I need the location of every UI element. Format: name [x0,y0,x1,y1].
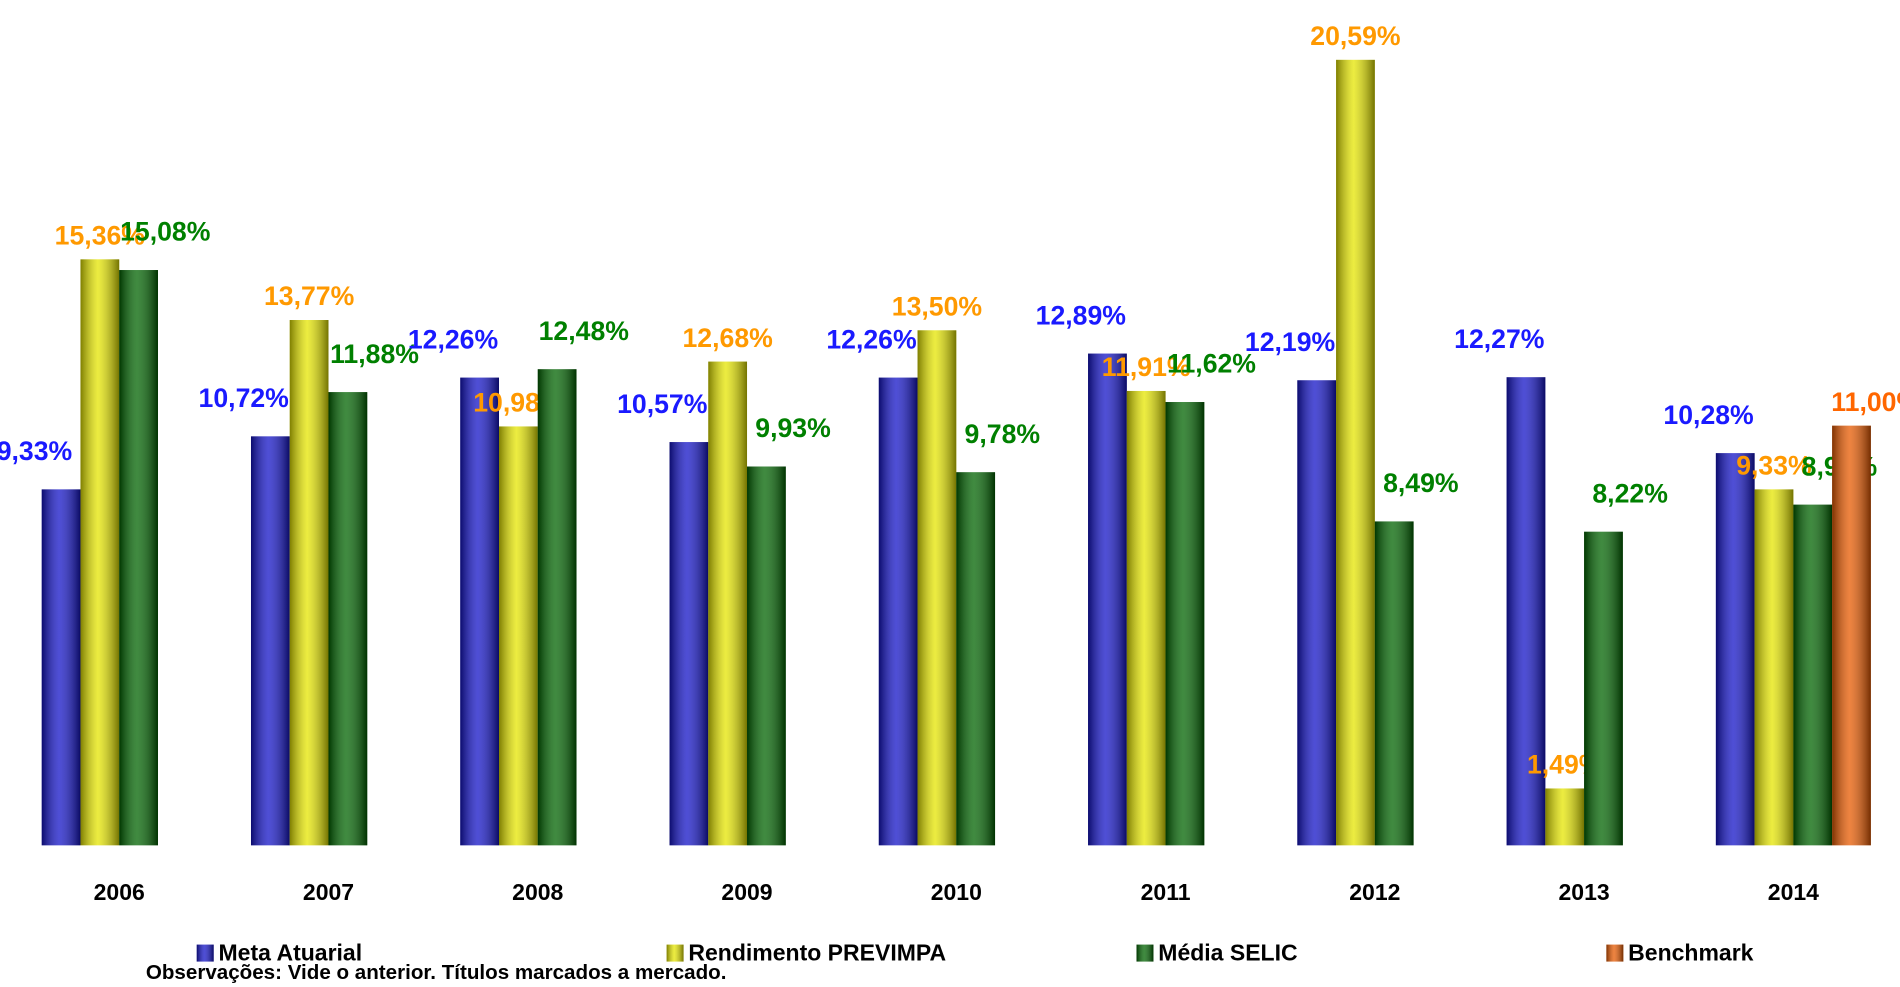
value-label: 12,19% [1245,327,1335,357]
legend-label: Rendimento PREVIMPA [688,939,946,965]
x-tick-label: 2011 [1141,879,1191,905]
bar-shade [669,442,709,846]
bar-shade [1584,531,1623,846]
bar-shade [328,392,368,846]
value-label: 13,50% [892,292,982,322]
x-tick-label: 2008 [512,879,563,905]
bar-shade [537,369,577,846]
bar-shade [41,489,81,846]
value-label: 9,93% [755,413,831,443]
bar-shade [250,436,290,846]
x-tick-label: 2010 [931,879,982,905]
value-label: 12,26% [826,324,916,354]
x-tick-label: 2012 [1349,879,1400,905]
bar-shade [917,330,957,846]
value-label: 12,48% [539,316,629,346]
bar-shade [1165,402,1205,846]
bar-shade [1832,425,1871,846]
value-label: 15,08% [120,217,210,247]
bar-shade [1374,521,1414,846]
bar-shade [80,259,120,846]
value-label: 11,91% [1102,352,1191,382]
legend-swatch-shade [1136,944,1154,962]
bar-shade [1088,353,1127,846]
legend-label: Média SELIC [1158,939,1297,965]
value-label: 9,78% [965,419,1041,449]
bar-shade [1793,504,1833,846]
bar-shade [289,320,329,846]
x-tick-label: 2009 [721,879,772,905]
x-tick-label: 2007 [303,879,354,905]
bar-shade [1715,453,1755,846]
bar-shade [747,466,786,846]
value-label: 12,27% [1454,324,1544,354]
value-label: 11,62% [1167,349,1256,379]
value-label: 20,59% [1310,21,1400,51]
legend-label: Benchmark [1628,939,1753,965]
legend-swatch-shade [196,944,214,962]
bar-shade [1336,59,1375,846]
bar-shade [1297,380,1337,846]
value-label: 15,36% [55,221,145,251]
value-label: 8,22% [1592,478,1667,508]
bar-shade [1754,489,1794,846]
value-label: 12,26% [408,324,498,354]
value-label: 12,89% [1036,300,1126,330]
value-label: 9,33% [1736,451,1811,481]
legend-label: Meta Atuarial [219,939,363,965]
bar-shade [878,377,918,846]
bar-shade [1545,788,1585,846]
legend-swatch-shade [1606,944,1624,962]
value-label: 9,33% [0,436,72,466]
note: Observações: Vide o anterior. Títulos ma… [146,961,727,984]
value-label: 11,00% [1831,387,1900,417]
value-label: 8,49% [1383,468,1458,498]
bar-shade [499,426,538,846]
value-label: 13,77% [264,281,354,311]
bar-shade [708,361,748,846]
x-tick-label: 2013 [1559,879,1610,905]
value-label: 10,72% [199,383,289,413]
value-label: 11,88% [330,339,419,369]
legend-swatch-shade [666,944,684,962]
bar-shade [956,472,996,846]
value-label: 10,28% [1663,400,1753,430]
bar-shade [119,270,158,846]
value-label: 12,68% [682,323,772,353]
bar-shade [1126,390,1166,846]
bar-shade [1506,377,1546,846]
bar-shade [460,377,500,846]
x-tick-label: 2006 [94,879,145,905]
x-tick-label: 2014 [1768,879,1819,905]
value-label: 10,57% [617,389,707,419]
